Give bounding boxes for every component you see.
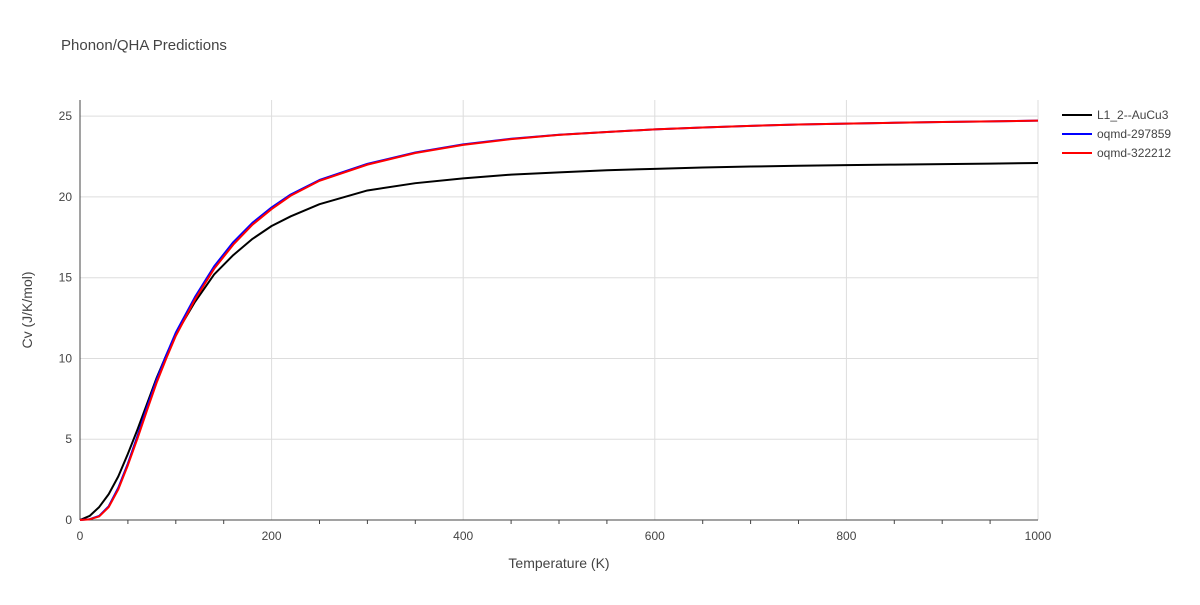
- x-tick-label: 400: [453, 529, 473, 543]
- grid-layer: [80, 100, 1039, 520]
- y-axis-title: Cv (J/K/mol): [19, 272, 35, 349]
- legend-item-3[interactable]: oqmd-322212: [1062, 146, 1171, 160]
- legend-label: oqmd-297859: [1097, 127, 1171, 141]
- axes-layer: 0 200 400 600 800 1000 0 5 10 15 20 25: [59, 100, 1052, 543]
- legend[interactable]: L1_2--AuCu3 oqmd-297859 oqmd-322212: [1062, 108, 1171, 160]
- x-axis-title: Temperature (K): [508, 555, 609, 571]
- series-line-3: [79, 119, 1039, 521]
- y-tick-label: 5: [65, 432, 72, 446]
- x-tick-label: 200: [262, 529, 282, 543]
- legend-item-2[interactable]: oqmd-297859: [1062, 127, 1171, 141]
- legend-label: oqmd-322212: [1097, 146, 1171, 160]
- x-tick-label: 600: [645, 529, 665, 543]
- y-tick-label: 20: [59, 190, 73, 204]
- y-tick-label: 10: [59, 351, 73, 365]
- series-line-1: [79, 162, 1039, 521]
- y-tick-label: 0: [65, 513, 72, 527]
- y-tick-label: 15: [59, 271, 73, 285]
- legend-item-1[interactable]: L1_2--AuCu3: [1062, 108, 1169, 122]
- x-tick-label: 1000: [1025, 529, 1052, 543]
- legend-label: L1_2--AuCu3: [1097, 108, 1169, 122]
- x-tick-label: 0: [77, 529, 84, 543]
- chart-title: Phonon/QHA Predictions: [61, 37, 227, 54]
- series-layer: [79, 119, 1039, 521]
- series-line-2: [79, 119, 1039, 521]
- y-tick-label: 25: [59, 109, 73, 123]
- x-tick-label: 800: [836, 529, 856, 543]
